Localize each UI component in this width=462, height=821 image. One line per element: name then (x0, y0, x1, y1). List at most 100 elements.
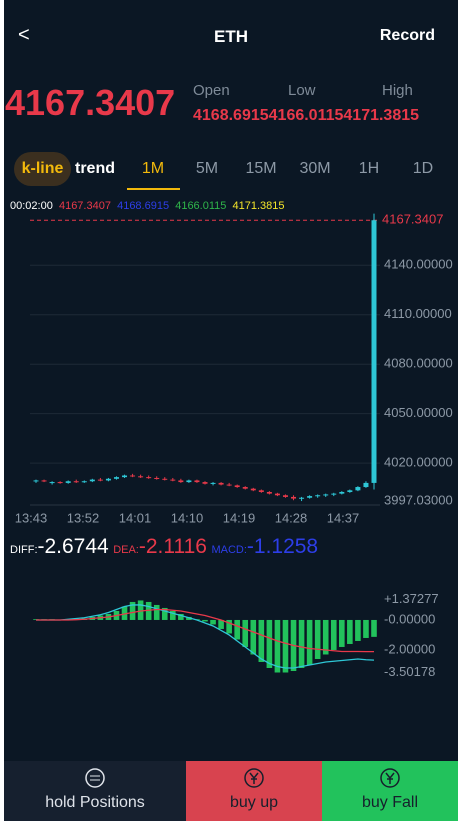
macd-bar (129, 601, 136, 620)
mode-tab[interactable]: k-line (21, 160, 64, 177)
macd-bar (314, 619, 321, 659)
open-value: 4168.6915 (193, 107, 269, 124)
candle-body (371, 220, 377, 483)
x-tick-label: 14:19 (223, 510, 256, 525)
low-label: Low (288, 82, 316, 99)
candle-body (323, 494, 329, 496)
macd-value: -1.1258 (246, 535, 319, 558)
candle-body (250, 488, 256, 491)
x-tick-label: 13:43 (15, 510, 48, 525)
x-tick-label: 13:52 (67, 510, 100, 525)
candle-body (154, 477, 160, 479)
app: < ETH Record 4167.3407 Open Low High 416… (4, 0, 458, 821)
macd-bar (306, 619, 313, 665)
time: 00:02:00 (10, 200, 53, 212)
y-tick-label: 4110.00000 (384, 306, 452, 321)
tab-underline (127, 188, 180, 190)
macd-bar (170, 610, 176, 620)
x-tick-label: 14:28 (275, 510, 308, 525)
candle-body (113, 477, 119, 479)
kline-chart: 4140.00000 4110.00000 4080.00000 4050.00000… (15, 212, 453, 526)
candle-body (339, 491, 345, 494)
candle-body (347, 490, 353, 492)
macd-bar (266, 619, 273, 668)
candle-body (363, 482, 369, 488)
y-tick-label: 4140.00000 (384, 257, 453, 272)
button-label: hold Positions (45, 794, 145, 811)
candle-body (65, 481, 71, 483)
current-price-label: 4167.3407 (382, 212, 443, 227)
y-tick-label: 4050.00000 (384, 405, 453, 420)
candle-body (202, 482, 208, 484)
y-tick-label: 3997.03000 (384, 492, 453, 507)
y-tick-label: +1.37277 (384, 591, 439, 606)
macd-bar (153, 604, 160, 620)
buy-up-button[interactable]: buy up (186, 761, 322, 821)
macd-label: MACD: (211, 544, 247, 556)
candle-body (186, 480, 192, 483)
back-button[interactable]: < (18, 24, 30, 46)
record-button[interactable]: Record (379, 27, 435, 44)
hold-positions-button[interactable]: hold Positions (4, 761, 186, 821)
macd-bar (347, 619, 353, 644)
candle-body (105, 478, 111, 481)
info-value: 4167.3407 (58, 200, 111, 212)
yen-down-icon (380, 768, 400, 788)
macd-bar (202, 619, 208, 622)
candle-body (355, 487, 361, 491)
diff-value: -2.6744 (37, 535, 109, 558)
high-value: 4171.3815 (343, 107, 420, 124)
mode-pill (14, 152, 71, 186)
interval-tab[interactable]: 1D (412, 160, 434, 177)
macd-bar (274, 619, 281, 673)
low-value: 4166.0115 (268, 107, 344, 124)
dea-label: DEA: (113, 544, 139, 556)
macd-bar (218, 619, 224, 629)
candle-body (97, 479, 103, 481)
macd-bar (339, 619, 345, 647)
macd-bar (145, 601, 152, 620)
candle-body (299, 497, 305, 499)
buy-fall-button[interactable]: buy Fall (322, 761, 458, 821)
candle-body (226, 484, 232, 486)
candle-body (307, 496, 313, 498)
macd-bar (210, 619, 216, 625)
candle-body (210, 482, 216, 484)
coins-icon (85, 768, 105, 788)
macd-bar (137, 600, 144, 620)
interval-tab[interactable]: 1M (141, 160, 165, 177)
macd-chart: +1.37277 -0.00000 -2.00000 -3.50178 (33, 591, 439, 679)
candle-body (138, 476, 144, 478)
candle-body (146, 477, 152, 479)
candle-body (315, 495, 321, 497)
macd-bar (242, 619, 249, 647)
candle-body (234, 485, 240, 488)
y-tick-label: -2.00000 (384, 641, 435, 656)
candle-body (73, 481, 79, 483)
macd-bar (330, 619, 337, 650)
interval-tab[interactable]: 30M (299, 160, 331, 177)
candle-body (170, 479, 176, 481)
interval-tab[interactable]: 5M (195, 160, 219, 177)
candle-body (331, 493, 337, 495)
candle-body (266, 491, 272, 494)
interval-tab[interactable]: 1H (358, 160, 380, 177)
candle-body (218, 482, 224, 485)
candle-body (41, 480, 47, 482)
button-label: buy Fall (361, 794, 419, 811)
info-value: 4171.3815 (232, 200, 285, 212)
x-tick-label: 14:10 (171, 510, 204, 525)
macd-bar (121, 606, 128, 620)
dea-line (36, 608, 375, 653)
info-value: 4166.0115 (175, 200, 227, 212)
kline-info: 00:02:00 4167.3407 4168.6915 4166.0115 4… (10, 200, 285, 212)
macd-bar (282, 619, 289, 673)
candle-body (291, 496, 297, 499)
interval-tab[interactable]: 15M (245, 160, 277, 177)
price: 4167.3407 (5, 82, 176, 123)
candle-body (81, 481, 87, 483)
diff-line (36, 604, 375, 669)
macd-bar (322, 619, 329, 655)
yen-up-icon (244, 768, 264, 788)
mode-tab[interactable]: trend (75, 160, 115, 177)
